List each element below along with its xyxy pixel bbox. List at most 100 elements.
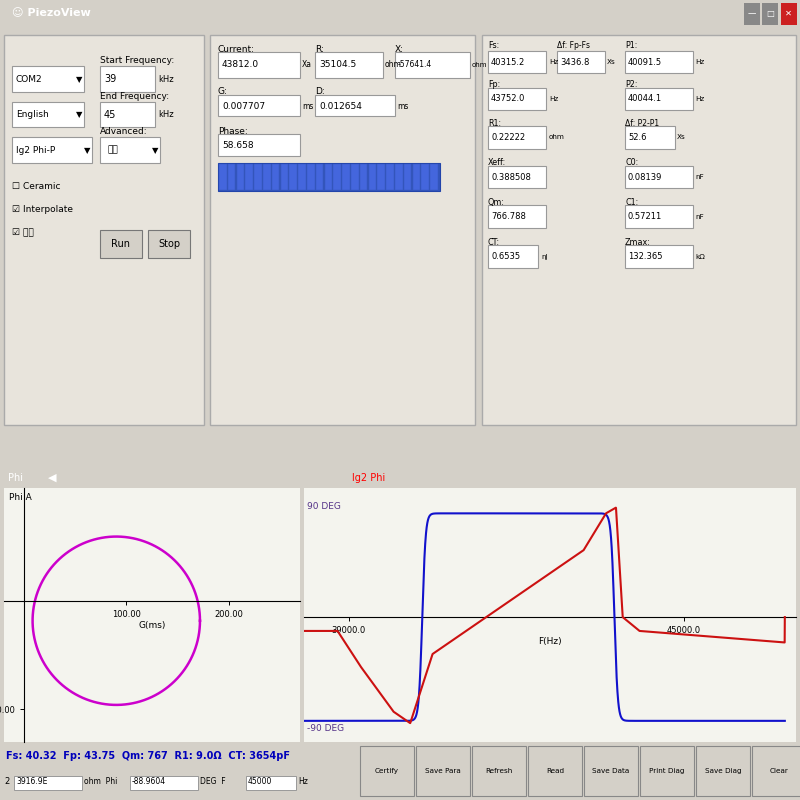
Bar [218,163,440,191]
Bar [488,206,546,228]
Bar [307,164,314,190]
X-axis label: F(Hz): F(Hz) [538,637,562,646]
Text: Xs: Xs [677,134,686,140]
Text: ☺ PiezoView: ☺ PiezoView [12,9,90,18]
Text: C1:: C1: [625,198,638,207]
Bar [386,164,394,190]
Bar [272,164,279,190]
Text: Hz: Hz [549,96,558,102]
Text: nF: nF [695,214,704,220]
Text: ▼: ▼ [84,146,90,154]
Text: 43752.0: 43752.0 [491,94,526,103]
Text: Advanced:: Advanced: [100,127,148,136]
Text: nF: nF [695,174,704,180]
Bar [218,134,300,156]
Bar [404,164,411,190]
Text: kHz: kHz [158,110,174,119]
Text: X:: X: [395,45,404,54]
Text: 0.22222: 0.22222 [491,133,525,142]
Text: 40091.5: 40091.5 [628,58,662,66]
Text: ohm: ohm [549,134,565,140]
Bar [12,138,92,163]
Text: ◀: ◀ [48,473,57,483]
Text: Hz: Hz [695,96,704,102]
Text: 0.57211: 0.57211 [628,212,662,222]
Text: kΩ: kΩ [695,254,705,259]
Text: ☑ 连续: ☑ 连续 [12,228,34,237]
Bar [413,164,420,190]
Text: Refresh: Refresh [486,768,513,774]
Text: End Frequency:: End Frequency: [100,92,169,101]
Text: -88.9604: -88.9604 [132,778,166,786]
Text: —: — [748,9,756,18]
Text: Print Diag: Print Diag [650,768,685,774]
Text: CT:: CT: [488,238,500,247]
Text: ▼: ▼ [76,74,82,83]
Bar [395,164,402,190]
Text: 35104.5: 35104.5 [319,61,356,70]
Text: R1:: R1: [488,118,501,127]
Text: Phi: Phi [8,473,23,483]
Text: □: □ [766,9,774,18]
Bar [472,746,526,796]
Text: Phase:: Phase: [218,127,248,136]
Text: 90 DEG: 90 DEG [306,502,341,511]
Bar [744,3,760,26]
Text: Hz: Hz [549,59,558,65]
Text: 40315.2: 40315.2 [491,58,526,66]
Bar [625,126,675,149]
Bar [351,164,358,190]
Bar [100,102,155,127]
Text: COM2: COM2 [16,74,42,83]
Text: DEG  F: DEG F [200,778,226,786]
Text: ☐ Ceramic: ☐ Ceramic [12,182,61,191]
Bar [315,52,383,78]
Bar [316,164,323,190]
Bar [625,50,693,74]
Text: Δf: P2-P1: Δf: P2-P1 [625,118,659,127]
Bar [369,164,376,190]
Bar [488,50,546,74]
Text: Read: Read [546,768,564,774]
Text: -90 DEG: -90 DEG [306,725,344,734]
Bar [422,164,429,190]
Bar [254,164,262,190]
Text: 0.08139: 0.08139 [628,173,662,182]
Text: lg2 Phi-P: lg2 Phi-P [16,146,55,154]
Bar [290,164,297,190]
Bar [762,3,778,26]
Bar [557,50,605,74]
Bar [781,3,797,26]
Bar [334,164,341,190]
Text: P2:: P2: [625,80,638,90]
Bar [4,35,204,426]
Bar [246,776,296,790]
Text: Xs: Xs [607,59,616,65]
Text: Current:: Current: [218,45,255,54]
Text: Start Frequency:: Start Frequency: [100,56,174,65]
Bar [12,102,84,127]
Bar [325,164,332,190]
Text: D:: D: [315,87,325,96]
Text: 0.6535: 0.6535 [491,252,520,261]
Bar [342,164,350,190]
Bar [315,94,395,116]
Text: R:: R: [315,45,324,54]
Text: nJ: nJ [541,254,548,259]
Text: -57641.4: -57641.4 [398,61,432,70]
Text: ▼: ▼ [76,110,82,119]
Bar [210,35,475,426]
Bar [100,138,160,163]
Text: C0:: C0: [625,158,638,167]
Text: ms: ms [302,102,314,110]
Text: Zmax:: Zmax: [625,238,651,247]
Text: Save Diag: Save Diag [705,768,742,774]
Text: 0.388508: 0.388508 [491,173,531,182]
Text: 3436.8: 3436.8 [560,58,590,66]
Text: 0.012654: 0.012654 [319,102,362,110]
Text: ☑ Interpolate: ☑ Interpolate [12,205,73,214]
Text: 45000: 45000 [248,778,272,786]
Text: ✕: ✕ [786,9,792,18]
Text: 58.658: 58.658 [222,142,254,150]
Bar [395,52,470,78]
